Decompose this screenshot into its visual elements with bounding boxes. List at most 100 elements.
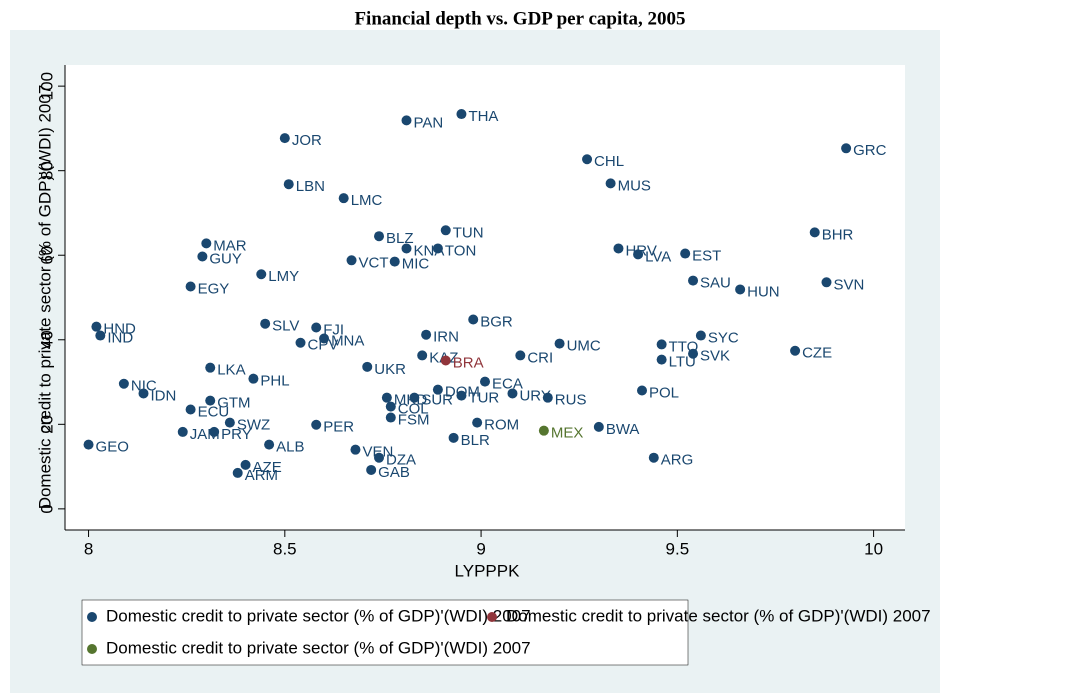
point — [507, 388, 518, 399]
point — [448, 432, 459, 443]
point — [260, 318, 271, 329]
point — [283, 179, 294, 190]
point — [593, 421, 604, 432]
point — [346, 255, 357, 266]
point-label: LVA — [645, 248, 671, 265]
point-label: CPV — [308, 337, 339, 354]
point — [735, 284, 746, 295]
point — [821, 277, 832, 288]
point — [385, 412, 396, 423]
legend-label: Domestic credit to private sector (% of … — [106, 638, 531, 657]
point-label: THA — [468, 108, 498, 125]
point — [232, 467, 243, 478]
point — [656, 354, 667, 365]
y-tick-label: 0 — [37, 504, 56, 513]
point-label: CRI — [527, 349, 553, 366]
point — [201, 238, 212, 249]
point — [637, 385, 648, 396]
point-label: ECA — [492, 376, 523, 393]
point — [185, 404, 196, 415]
point-label: BWA — [606, 421, 640, 438]
point — [538, 425, 549, 436]
point-label: RUS — [555, 392, 587, 409]
point — [366, 464, 377, 475]
point — [554, 338, 565, 349]
point — [468, 314, 479, 325]
point — [633, 249, 644, 260]
point-label: MIC — [402, 256, 430, 273]
point — [138, 388, 149, 399]
point-label: MUS — [618, 177, 651, 194]
x-tick-label: 8 — [84, 539, 93, 558]
point — [472, 417, 483, 428]
y-tick-label: 20 — [37, 415, 56, 434]
point-label: JOR — [292, 132, 322, 149]
point — [656, 339, 667, 350]
x-tick-label: 9 — [476, 539, 485, 558]
point — [185, 281, 196, 292]
point — [648, 452, 659, 463]
y-tick-label: 60 — [37, 246, 56, 265]
point-label: PER — [323, 419, 354, 436]
point-label: SVN — [833, 276, 864, 293]
point-label: MNA — [331, 332, 364, 349]
point-label: DZA — [386, 452, 416, 469]
point-label: UMC — [567, 338, 601, 355]
point — [421, 329, 432, 340]
y-axis-title: Domestic credit to private sector (% of … — [35, 85, 54, 510]
point-label: PRY — [221, 426, 252, 443]
point-label: ECU — [198, 403, 230, 420]
point — [385, 401, 396, 412]
point — [790, 345, 801, 356]
point-label: COL — [398, 401, 429, 418]
point-label: TUN — [453, 224, 484, 241]
point — [401, 115, 412, 126]
point-label: FSM — [398, 412, 430, 429]
point — [417, 350, 428, 361]
point — [177, 426, 188, 437]
point — [432, 384, 443, 395]
plot-area — [65, 65, 905, 530]
legend-marker — [87, 612, 97, 622]
point — [319, 333, 330, 344]
point — [389, 256, 400, 267]
point-label: SAU — [700, 275, 731, 292]
point — [224, 417, 235, 428]
point-label: SLV — [272, 318, 299, 335]
point-label: VCT — [359, 254, 389, 271]
legend-marker — [87, 644, 97, 654]
point-label: LBN — [296, 178, 325, 195]
legend-marker — [487, 612, 497, 622]
point-label: SUR — [421, 392, 453, 409]
point — [256, 269, 267, 280]
point-label: HND — [103, 321, 136, 338]
point-label: IDN — [151, 387, 177, 404]
point-label: GUY — [209, 250, 242, 267]
point-label: BRA — [453, 354, 484, 371]
point-label: EST — [692, 248, 721, 265]
point — [688, 348, 699, 359]
point — [456, 390, 467, 401]
point-label: VEN — [362, 444, 393, 461]
point-label: EGY — [198, 280, 230, 297]
point-label: LMC — [351, 192, 383, 209]
point-label: BHR — [822, 226, 854, 243]
point — [456, 109, 467, 120]
point-label: AZE — [253, 459, 282, 476]
point-label: ARM — [245, 467, 278, 484]
legend — [81, 599, 689, 666]
point-label: POL — [649, 384, 679, 401]
point — [311, 419, 322, 430]
point-label: FJI — [323, 321, 344, 338]
point — [95, 330, 106, 341]
point-label: TON — [445, 242, 476, 259]
point — [515, 350, 526, 361]
point — [605, 178, 616, 189]
point-label: MAR — [213, 237, 247, 254]
point — [409, 392, 420, 403]
point-label: GEO — [96, 439, 129, 456]
point — [118, 378, 129, 389]
point-label: GAB — [378, 464, 410, 481]
point-label: ROM — [484, 417, 519, 434]
